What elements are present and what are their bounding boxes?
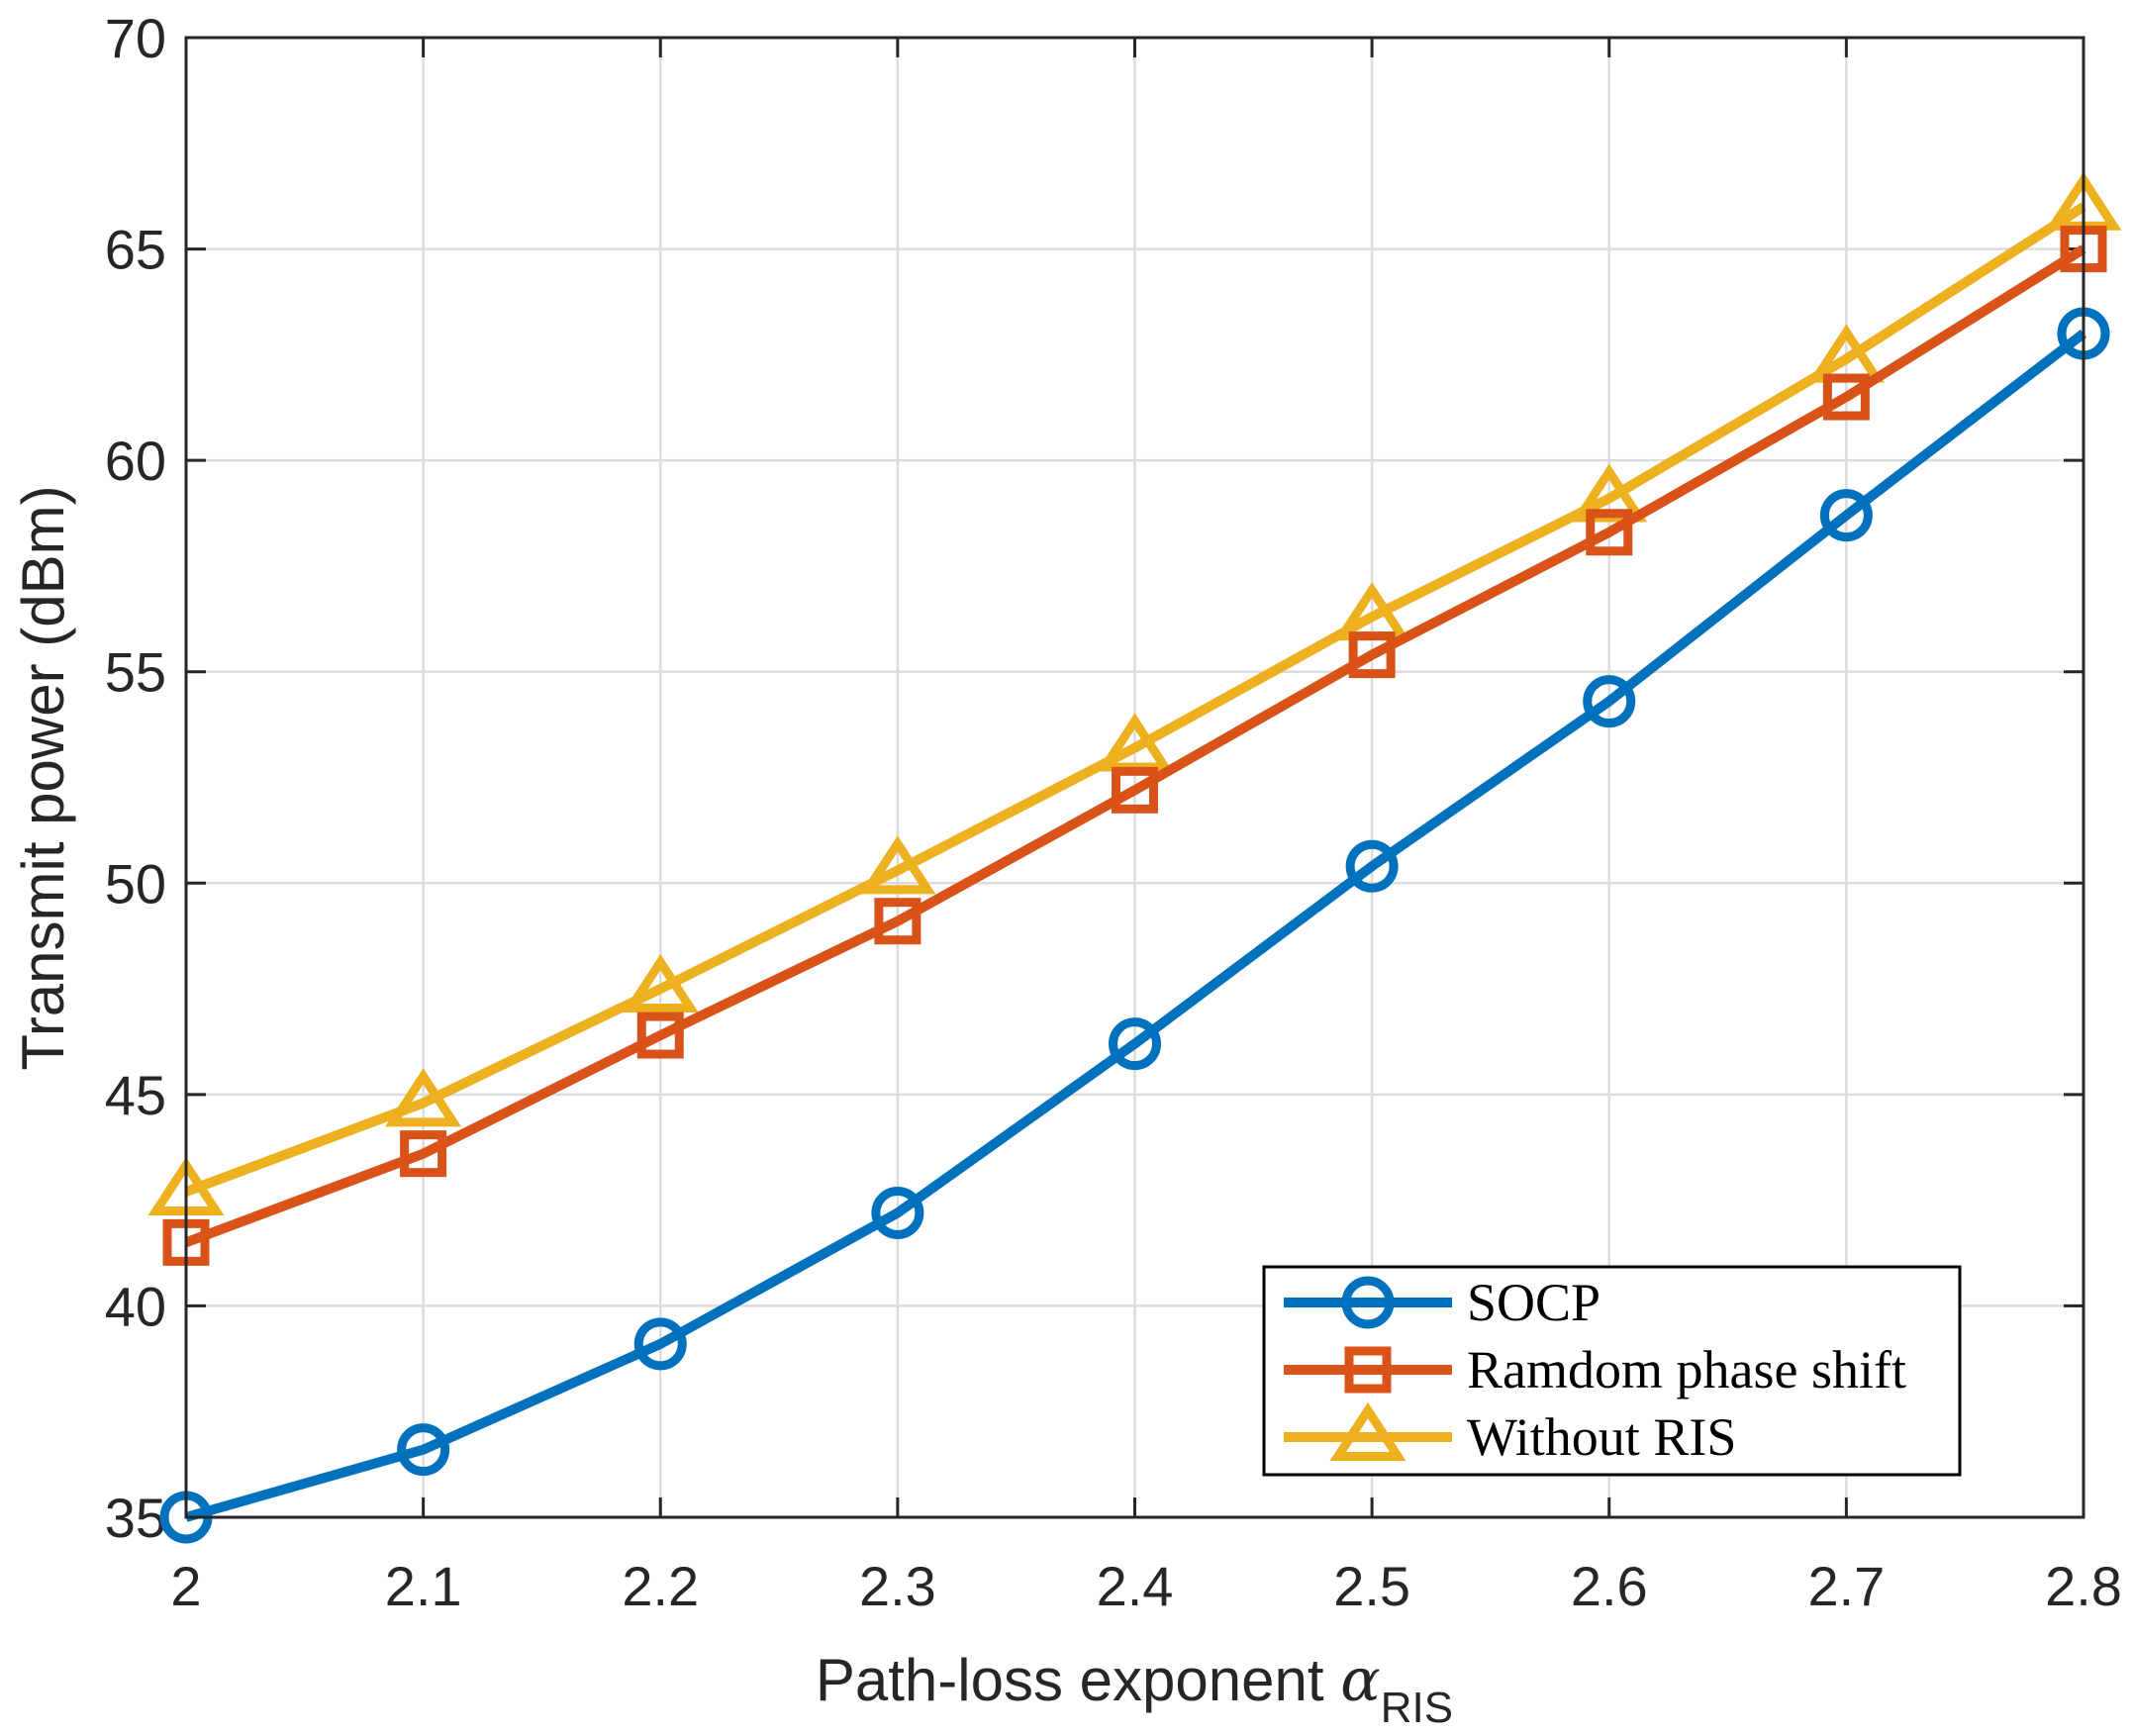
data-point bbox=[1583, 675, 1636, 728]
data-point bbox=[622, 953, 699, 1013]
y-tick-label: 35 bbox=[105, 1487, 166, 1549]
data-point bbox=[636, 1012, 684, 1059]
grid bbox=[186, 38, 2084, 1517]
plot-frame bbox=[184, 36, 2085, 1519]
data-point bbox=[1819, 489, 1873, 542]
x-tick-label: 2.3 bbox=[859, 1555, 936, 1617]
x-axis-label-text: Path-loss exponent bbox=[816, 1647, 1340, 1713]
y-tick-label: 60 bbox=[105, 430, 166, 492]
y-axis-label: Transmit power (dBm) bbox=[10, 485, 76, 1070]
legend-marker bbox=[1341, 1276, 1395, 1329]
x-tick-label: 2 bbox=[170, 1555, 201, 1617]
x-axis-label: Path-loss exponent αRIS bbox=[816, 1646, 1453, 1732]
legend: SOCP Ramdom phase shift Without RIS bbox=[1262, 1265, 1962, 1477]
data-point bbox=[1345, 839, 1399, 893]
x-tick-label: 2.4 bbox=[1097, 1555, 1174, 1617]
y-tick-label: 70 bbox=[105, 7, 166, 69]
series-layer bbox=[147, 171, 2122, 1544]
data-point bbox=[397, 1423, 450, 1477]
data-point bbox=[1109, 1017, 1161, 1071]
tick-labels: 2 2.1 2.2 2.3 2.4 2.5 2.6 2.7 2.8 35 40 45 50 55 60 65 7… bbox=[105, 7, 2122, 1617]
x-tick-label: 2.6 bbox=[1571, 1555, 1648, 1617]
y-tick-label: 55 bbox=[105, 641, 166, 704]
legend-label: Without RIS bbox=[1467, 1407, 1736, 1467]
data-point bbox=[1586, 509, 1633, 556]
data-point bbox=[859, 835, 936, 895]
y-tick-label: 45 bbox=[105, 1064, 166, 1126]
series-line bbox=[184, 202, 2086, 1197]
data-point bbox=[385, 1068, 462, 1127]
legend-item: Ramdom phase shift bbox=[1284, 1340, 1906, 1399]
x-axis-label-symbol: α bbox=[1340, 1646, 1381, 1715]
data-point bbox=[1112, 766, 1158, 814]
series-line bbox=[184, 330, 2087, 1522]
x-tick-label: 2.5 bbox=[1333, 1555, 1410, 1617]
y-tick-label: 50 bbox=[105, 852, 166, 915]
legend-label: SOCP bbox=[1467, 1273, 1600, 1332]
series-0 bbox=[159, 307, 2110, 1544]
series-line bbox=[184, 244, 2086, 1248]
x-tick-label: 2.1 bbox=[385, 1555, 462, 1617]
x-axis-label-subscript: RIS bbox=[1381, 1684, 1453, 1732]
data-point bbox=[874, 898, 921, 945]
data-point bbox=[633, 1317, 687, 1371]
data-point bbox=[1348, 631, 1396, 679]
legend-label: Ramdom phase shift bbox=[1467, 1340, 1906, 1399]
y-tick-label: 65 bbox=[105, 219, 166, 281]
x-tick-label: 2.7 bbox=[1807, 1555, 1885, 1617]
legend-item: SOCP bbox=[1284, 1273, 1600, 1332]
legend-marker bbox=[1329, 1401, 1406, 1461]
x-tick-label: 2.8 bbox=[2045, 1555, 2122, 1617]
legend-item: Without RIS bbox=[1284, 1401, 1736, 1467]
data-point bbox=[871, 1186, 924, 1239]
data-point bbox=[1822, 373, 1870, 421]
legend-marker bbox=[1344, 1346, 1392, 1394]
x-tick-label: 2.2 bbox=[622, 1555, 699, 1617]
y-tick-label: 40 bbox=[105, 1275, 166, 1337]
data-point bbox=[400, 1130, 447, 1178]
